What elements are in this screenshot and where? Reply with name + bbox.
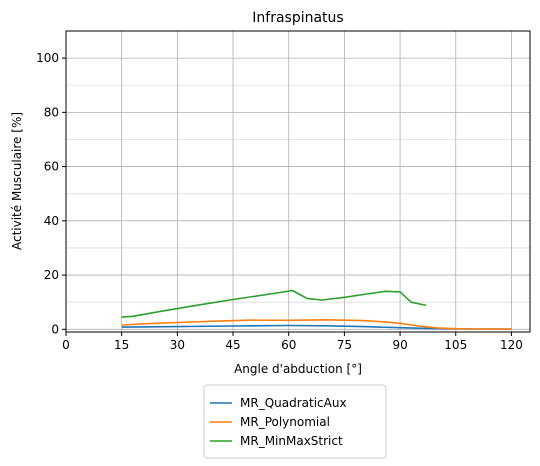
legend-label-1: MR_Polynomial (240, 415, 330, 429)
y-tick-label: 80 (44, 105, 59, 119)
y-tick-label: 0 (51, 322, 59, 336)
x-tick-label: 105 (444, 338, 467, 352)
y-tick-label: 20 (44, 268, 59, 282)
legend-frame (203, 384, 387, 459)
x-tick-label: 90 (392, 338, 407, 352)
y-axis-ticks: 0 20 40 60 80 100 (36, 51, 66, 336)
y-tick-label: 40 (44, 214, 59, 228)
x-tick-label: 15 (114, 338, 129, 352)
series-line-2 (121, 289, 427, 318)
x-tick-label: 120 (500, 338, 523, 352)
x-tick-label: 60 (281, 338, 296, 352)
x-tick-label: 45 (225, 338, 240, 352)
series-line-1 (121, 319, 512, 330)
chart-title: Infraspinatus (252, 10, 343, 26)
y-tick-label: 100 (36, 51, 59, 65)
legend-label-0: MR_QuadraticAux (240, 396, 347, 410)
y-tick-label: 60 (44, 160, 59, 174)
legend-label-2: MR_MinMaxStrict (240, 434, 343, 448)
x-tick-label: 30 (170, 338, 185, 352)
x-axis-ticks: 0 15 30 45 60 75 90 105 120 (62, 332, 523, 352)
series-layer (121, 289, 512, 330)
legend: MR_QuadraticAux MR_Polynomial MR_MinMaxStr… (203, 384, 387, 459)
y-axis-label: Activité Musculaire [%] (10, 112, 24, 250)
x-tick-label: 0 (62, 338, 70, 352)
grid (65, 31, 530, 332)
plot-frame (65, 30, 531, 333)
x-axis-label: Angle d'abduction [°] (234, 362, 362, 376)
x-tick-label: 75 (337, 338, 352, 352)
